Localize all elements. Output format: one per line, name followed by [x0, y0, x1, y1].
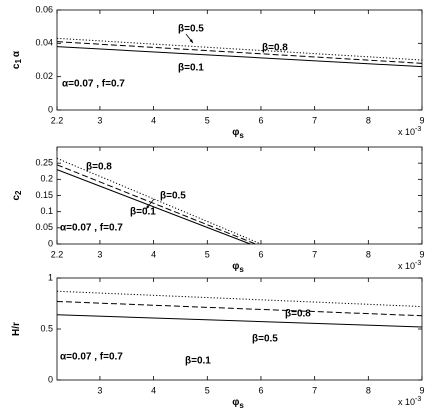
- annotation: α=0.07 , f=0.7: [60, 352, 123, 363]
- y-label-sub: 2: [14, 190, 23, 195]
- y-tick-label: 0.2: [40, 174, 53, 184]
- x-tick-label: 2.2: [51, 115, 64, 125]
- series-line: [56, 314, 423, 328]
- y-tick-label: 0.04: [35, 38, 53, 48]
- x-tick-label: 7: [312, 385, 317, 395]
- y-tick-label: 0.5: [40, 323, 53, 333]
- x-tick-label: 4: [151, 385, 156, 395]
- x-tick-label: 9: [419, 249, 424, 259]
- x-tick-label: 2.2: [51, 249, 64, 259]
- x-tick-label: 8: [366, 115, 371, 125]
- series-line: [56, 41, 423, 64]
- series-line: [56, 290, 423, 308]
- x-tick-label: 9: [419, 385, 424, 395]
- y-tick-label: 0.05: [35, 222, 53, 232]
- series-label: β=0.8: [262, 43, 288, 54]
- x-multiplier-exp: -3: [415, 126, 421, 133]
- x-tick-label: 5: [205, 385, 210, 395]
- x-tick-label: 5: [205, 115, 210, 125]
- x-multiplier-exp: -3: [415, 260, 421, 267]
- annotation: α=0.07 , f=0.7: [62, 79, 125, 90]
- x-tick-label: 6: [258, 115, 263, 125]
- y-tick-label: 0.25: [35, 158, 53, 168]
- x-multiplier-exp: -3: [415, 396, 421, 403]
- x-tick-label: 3: [97, 249, 102, 259]
- y-label-main: c: [11, 63, 22, 69]
- y-axis-label: c1 α: [11, 50, 23, 69]
- x-multiplier-base: x 10: [398, 261, 415, 271]
- y-tick-label: 0: [48, 238, 53, 248]
- series-label: β=0.5: [178, 24, 204, 35]
- x-tick-label: 4: [151, 249, 156, 259]
- x-tick-label: 7: [312, 115, 317, 125]
- series-label: β=0.5: [160, 191, 186, 202]
- x-multiplier-base: x 10: [398, 127, 415, 137]
- x-axis-label: φs: [232, 397, 244, 410]
- arrow-head: [189, 39, 193, 43]
- y-label-sub: 1: [14, 59, 23, 64]
- x-tick-label: 9: [419, 115, 424, 125]
- x-label-sub: s: [239, 265, 244, 274]
- x-tick-label: 8: [366, 249, 371, 259]
- y-axis-label: H/r: [11, 322, 22, 336]
- series-line: [56, 37, 423, 61]
- series-line: [56, 169, 251, 245]
- y-tick-label: 0.02: [35, 71, 53, 81]
- x-axis-label: φs: [232, 127, 244, 140]
- y-tick-label: 1: [48, 272, 53, 282]
- x-multiplier-base: x 10: [398, 397, 415, 407]
- x-label-main: φ: [232, 127, 239, 138]
- arrow-head: [146, 205, 150, 209]
- series-label: β=0.1: [130, 207, 156, 218]
- series-line: [56, 46, 423, 68]
- series-label: β=0.1: [185, 356, 211, 367]
- y-tick-label: 0: [48, 104, 53, 114]
- x-tick-label: 8: [366, 385, 371, 395]
- y-label-after: α: [11, 50, 22, 57]
- x-label-sub: s: [239, 401, 244, 410]
- x-axis-label: φs: [232, 261, 244, 274]
- y-tick-label: 0.06: [35, 4, 53, 14]
- x-tick-label: 3: [97, 385, 102, 395]
- x-label-main: φ: [232, 261, 239, 272]
- x-label-sub: s: [239, 131, 244, 140]
- y-tick-label: 0: [48, 374, 53, 384]
- series-line: [56, 300, 423, 317]
- y-label-main: c: [11, 195, 22, 201]
- x-multiplier: x 10-3: [398, 396, 421, 408]
- x-tick-label: 3: [97, 115, 102, 125]
- x-tick-label: 6: [258, 385, 263, 395]
- x-tick-label: 6: [258, 249, 263, 259]
- series-label: β=0.5: [252, 334, 278, 345]
- x-tick-label: 7: [312, 249, 317, 259]
- x-multiplier: x 10-3: [398, 260, 421, 272]
- x-tick-label: 5: [205, 249, 210, 259]
- x-tick-label: 4: [151, 115, 156, 125]
- x-multiplier: x 10-3: [398, 126, 421, 138]
- annotation: α=0.07 , f=0.7: [60, 223, 123, 234]
- y-tick-label: 0.15: [35, 190, 53, 200]
- series-label: β=0.8: [86, 162, 112, 173]
- x-label-main: φ: [232, 397, 239, 408]
- y-label-main: H/r: [11, 322, 22, 336]
- y-tick-label: 0.1: [40, 206, 53, 216]
- series-label: β=0.1: [178, 63, 204, 74]
- y-axis-label: c2: [11, 190, 23, 201]
- series-label: β=0.8: [285, 309, 311, 320]
